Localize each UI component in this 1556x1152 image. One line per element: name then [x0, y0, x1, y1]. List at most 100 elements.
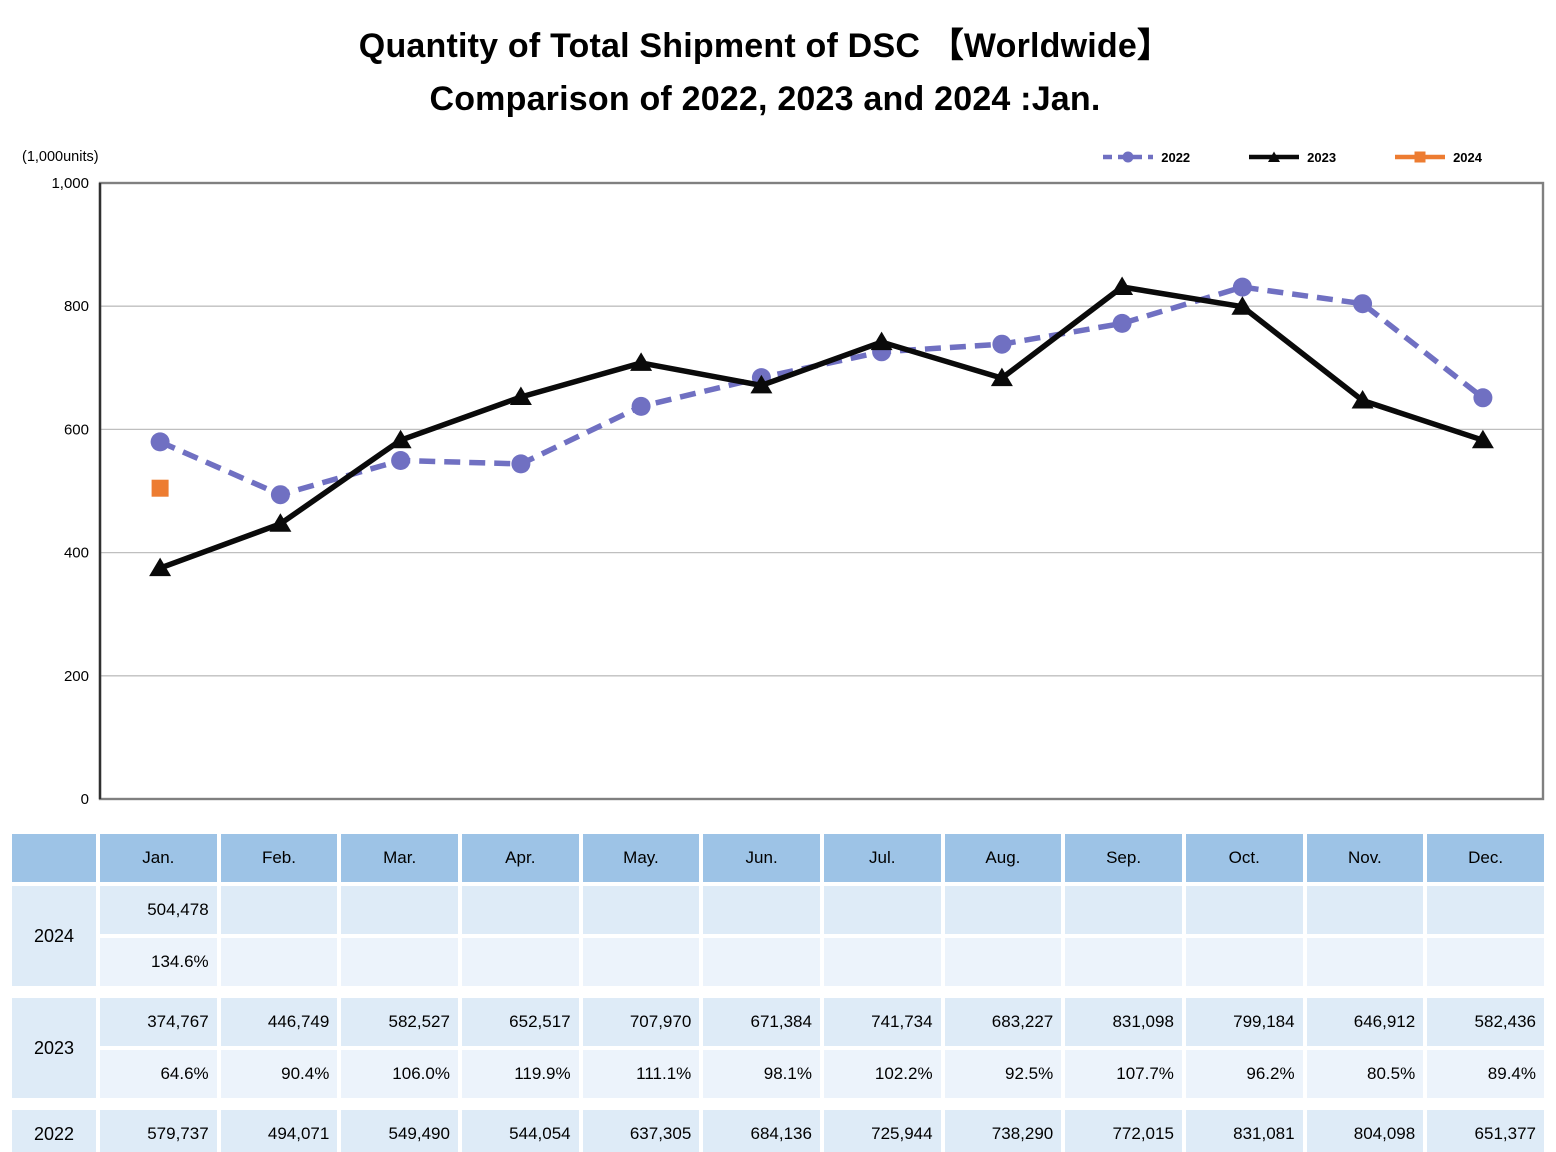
legend-label-2022: 2022 [1161, 149, 1191, 165]
legend-item-2023: 2023 [1248, 149, 1336, 165]
cell-2024-Jun-value [703, 886, 820, 934]
cell-2022-Dec-value: 651,377 [1427, 1110, 1544, 1152]
cell-2024-Apr-value [461, 886, 579, 934]
cell-2023-Jan-percent: 64.6% [100, 1050, 217, 1098]
cell-2024-Jul-percent [823, 938, 941, 986]
legend-swatch-2024 [1395, 151, 1446, 163]
table-body: Jan. Feb. Mar. Apr. May. Jun. Jul. Aug. Sep. Oct.… [12, 834, 1544, 1152]
cell-2024-Jan-value: 504,478 [100, 886, 217, 934]
month-header-Sep: Sep. [1065, 834, 1182, 882]
month-header-Feb: Feb. [220, 834, 338, 882]
group-spacer-row [12, 990, 1544, 994]
plot-border [98, 181, 1545, 801]
row-2023-percent: 64.6% 90.4% 106.0% 119.9% 111.1% 98.1% 102.2% 9… [12, 1050, 1544, 1098]
cell-2024-Oct-value [1185, 886, 1303, 934]
cell-2023-Oct-percent: 96.2% [1185, 1050, 1303, 1098]
legend-swatch-2022 [1103, 151, 1154, 163]
chart-legend: 2022 2023 2024 [1102, 149, 1482, 165]
cell-2023-Nov-percent: 80.5% [1306, 1050, 1424, 1098]
cell-2023-Jun-percent: 98.1% [703, 1050, 820, 1098]
cell-2024-Jul-value [823, 886, 941, 934]
cell-2024-Feb-value [220, 886, 338, 934]
month-header-row: Jan. Feb. Mar. Apr. May. Jun. Jul. Aug. Sep. Oct.… [12, 834, 1544, 882]
cell-2024-Aug-percent [944, 938, 1062, 986]
cell-2022-Aug-value: 738,290 [944, 1110, 1062, 1152]
series-2023-markers [149, 276, 1494, 577]
cell-2023-Oct-value: 799,184 [1185, 998, 1303, 1046]
cell-2024-Feb-percent [220, 938, 338, 986]
legend-swatch-2023 [1249, 151, 1300, 162]
group-spacer-cell [12, 1102, 1544, 1106]
cell-2022-Feb-value: 494,071 [220, 1110, 338, 1152]
cell-2022-Jun-value: 684,136 [703, 1110, 820, 1152]
group-spacer-row [12, 1102, 1544, 1106]
row-2023-value: 2023 374,767 446,749 582,527 652,517 707,970 6… [12, 998, 1544, 1098]
cell-2024-Apr-percent [461, 938, 579, 986]
cell-2022-Oct-value: 831,081 [1185, 1110, 1303, 1152]
month-header-Dec: Dec. [1427, 834, 1544, 882]
legend-item-2024: 2024 [1394, 149, 1482, 165]
month-header-Jan: Jan. [100, 834, 217, 882]
cell-2023-Mar-value: 582,527 [341, 998, 458, 1046]
cell-2023-Apr-value: 652,517 [461, 998, 579, 1046]
series-2022-line [158, 284, 1485, 498]
group-spacer-cell [12, 990, 1544, 994]
month-header-May: May. [582, 834, 700, 882]
cell-2024-Sep-percent [1065, 938, 1182, 986]
cell-2024-Oct-percent [1185, 938, 1303, 986]
cell-2023-Dec-percent: 89.4% [1427, 1050, 1544, 1098]
cell-2023-Jul-value: 741,734 [823, 998, 941, 1046]
cell-2023-Sep-value: 831,098 [1065, 998, 1182, 1046]
cell-2024-Dec-value [1427, 886, 1544, 934]
cell-2023-Apr-percent: 119.9% [461, 1050, 579, 1098]
cell-2024-Sep-value [1065, 886, 1182, 934]
cell-2023-Feb-value: 446,749 [220, 998, 338, 1046]
cell-2023-May-value: 707,970 [582, 998, 700, 1046]
cell-2023-Jan-value: 374,767 [100, 998, 217, 1046]
cell-2024-Jan-percent: 134.6% [100, 938, 217, 986]
cell-2024-Mar-percent [341, 938, 458, 986]
cell-2022-Jul-value: 725,944 [823, 1110, 941, 1152]
unit-note: (1,000units) [22, 149, 99, 165]
month-header-Aug: Aug. [944, 834, 1062, 882]
cell-2024-Nov-value [1306, 886, 1424, 934]
cell-2023-Aug-percent: 92.5% [944, 1050, 1062, 1098]
cell-2023-Nov-value: 646,912 [1306, 998, 1424, 1046]
y-tick-label-0: 0 [81, 791, 89, 808]
month-header-Oct: Oct. [1185, 834, 1303, 882]
year-label-2022: 2022 [12, 1110, 96, 1152]
y-tick-label-400: 400 [64, 545, 89, 562]
month-header-Jun: Jun. [703, 834, 820, 882]
cell-2023-Jul-percent: 102.2% [823, 1050, 941, 1098]
series-2023-line [159, 284, 1484, 571]
cell-2023-Jun-value: 671,384 [703, 998, 820, 1046]
cell-2024-Aug-value [944, 886, 1062, 934]
cell-2023-Sep-percent: 107.7% [1065, 1050, 1182, 1098]
cell-2023-Feb-percent: 90.4% [220, 1050, 338, 1098]
cell-2023-Aug-value: 683,227 [944, 998, 1062, 1046]
corner-cell [12, 834, 96, 882]
cell-2024-May-percent [582, 938, 700, 986]
cell-2022-Sep-value: 772,015 [1065, 1110, 1182, 1152]
chart-title-line-1: Quantity of Total Shipment of DSC 【World… [358, 27, 1172, 65]
year-label-2024: 2024 [12, 886, 96, 986]
month-header-Jul: Jul. [823, 834, 941, 882]
y-tick-label-600: 600 [64, 421, 89, 438]
y-tick-label-800: 800 [64, 298, 89, 315]
row-2024-value: 2024 504,478 [12, 886, 1544, 986]
cell-2023-Mar-percent: 106.0% [341, 1050, 458, 1098]
cell-2024-Dec-percent [1427, 938, 1544, 986]
cell-2022-Nov-value: 804,098 [1306, 1110, 1424, 1152]
monthly-data-table: Jan. Feb. Mar. Apr. May. Jun. Jul. Aug. Sep. Oct.… [8, 830, 1548, 1152]
cell-2024-Mar-value [341, 886, 458, 934]
chart-title-line-2: Comparison of 2022, 2023 and 2024 :Jan. [429, 79, 1101, 118]
shipment-chart: (1,000units) 0 200 400 600 800 1,000 [22, 149, 1545, 808]
legend-label-2023: 2023 [1307, 149, 1337, 165]
month-header-Apr: Apr. [461, 834, 579, 882]
cell-2024-Nov-percent [1306, 938, 1424, 986]
cell-2023-May-percent: 111.1% [582, 1050, 700, 1098]
cell-2022-May-value: 637,305 [582, 1110, 700, 1152]
cell-2022-Apr-value: 544,054 [461, 1110, 579, 1152]
series-2022-markers [150, 277, 1493, 505]
cell-2022-Mar-value: 549,490 [341, 1110, 458, 1152]
